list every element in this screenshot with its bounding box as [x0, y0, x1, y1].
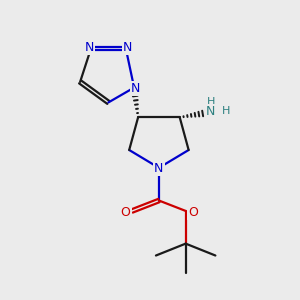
Text: N: N [154, 162, 164, 175]
Text: O: O [188, 206, 198, 219]
Text: N: N [206, 105, 216, 118]
Text: N: N [85, 41, 94, 54]
Text: O: O [121, 206, 130, 219]
Text: N: N [123, 41, 132, 54]
Text: N: N [131, 82, 140, 95]
Text: H: H [207, 97, 215, 106]
Text: H: H [222, 106, 230, 116]
